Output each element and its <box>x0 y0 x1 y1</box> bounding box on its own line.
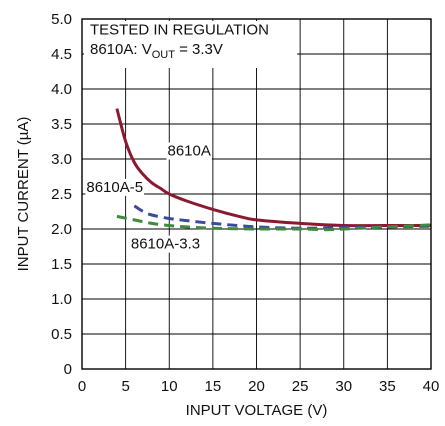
y-tick-label: 3.5 <box>51 116 72 133</box>
y-tick-label: 4.0 <box>51 81 72 98</box>
y-tick-label: 4.5 <box>51 46 72 63</box>
series-label-8610a: 8610A <box>168 143 211 160</box>
annotation-line-1: TESTED IN REGULATION <box>90 21 269 38</box>
y-axis-title: INPUT CURRENT (µA) <box>15 117 32 272</box>
y-tick-label: 5.0 <box>51 11 72 28</box>
series-line-8610a <box>115 108 431 228</box>
y-tick-label: 3.0 <box>51 151 72 168</box>
x-tick-label: 35 <box>379 378 396 395</box>
annotation-background <box>84 21 298 68</box>
x-tick-label: 10 <box>161 378 178 395</box>
x-tick-label: 5 <box>121 378 129 395</box>
y-tick-labels: 0 0.5 1.0 1.5 2.0 2.5 3.0 3.5 4.0 4.5 5.0 <box>51 11 72 378</box>
x-tick-label: 15 <box>205 378 222 395</box>
y-tick-label: 0 <box>64 361 72 378</box>
y-tick-label: 2.0 <box>51 221 72 238</box>
x-tick-label: 20 <box>248 378 265 395</box>
annotation-line-2: 8610A: VOUT = 3.3V <box>90 41 223 61</box>
series-label-8610a-5: 8610A-5 <box>86 179 143 196</box>
x-tick-label: 25 <box>292 378 309 395</box>
y-tick-label: 2.5 <box>51 186 72 203</box>
x-tick-label: 0 <box>78 378 86 395</box>
x-tick-label: 30 <box>335 378 352 395</box>
lbl0-background <box>166 142 212 160</box>
annotation-subscript: OUT <box>152 49 176 61</box>
y-tick-label: 0.5 <box>51 326 72 343</box>
x-axis-title: INPUT VOLTAGE (V) <box>186 402 328 419</box>
series-label-8610a-3-3: 8610A-3.3 <box>131 236 200 253</box>
x-tick-labels: 0 5 10 15 20 25 30 35 40 <box>78 378 440 395</box>
annotation-suffix: = 3.3V <box>175 41 223 58</box>
x-tick-label: 40 <box>423 378 440 395</box>
series-line-8610a-3-3 <box>116 214 432 232</box>
y-tick-label: 1.0 <box>51 291 72 308</box>
lbl2-background <box>129 235 202 253</box>
lbl1-background <box>85 178 145 196</box>
plot-frame <box>81 18 432 370</box>
annotation-prefix: 8610A: V <box>90 41 152 58</box>
y-tick-label: 1.5 <box>51 256 72 273</box>
series-layer <box>115 108 432 232</box>
